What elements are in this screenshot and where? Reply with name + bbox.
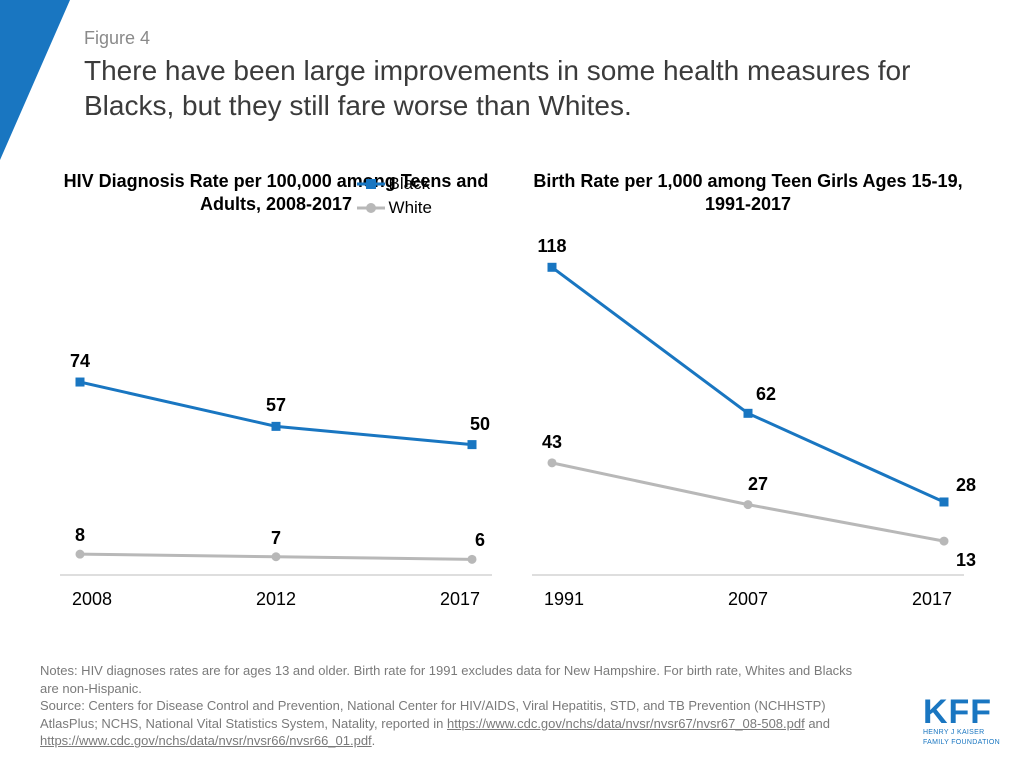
- xlabel: 2017: [440, 589, 480, 610]
- period: .: [372, 733, 376, 748]
- xlabel: 2008: [72, 589, 112, 610]
- corner-accent: [0, 0, 70, 160]
- figure-label: Figure 4: [84, 28, 984, 49]
- source-link-1[interactable]: https://www.cdc.gov/nchs/data/nvsr/nvsr6…: [447, 716, 805, 731]
- page-title: There have been large improvements in so…: [84, 53, 984, 123]
- legend: Black White: [357, 172, 432, 220]
- chart-birthrate-title: Birth Rate per 1,000 among Teen Girls Ag…: [532, 170, 964, 218]
- chart-birthrate-plot: 4327131186228: [532, 226, 964, 581]
- source-link-2[interactable]: https://www.cdc.gov/nchs/data/nvsr/nvsr6…: [40, 733, 372, 748]
- kff-logo-line2: FAMILY FOUNDATION: [923, 739, 1000, 746]
- xlabel: 1991: [544, 589, 584, 610]
- circle-marker-icon: [366, 203, 376, 213]
- kff-logo-acronym: KFF: [923, 698, 1000, 727]
- notes-text: Notes: HIV diagnoses rates are for ages …: [40, 663, 852, 696]
- legend-item-white: White: [357, 196, 432, 220]
- header: Figure 4 There have been large improveme…: [84, 28, 984, 123]
- xlabel: 2017: [912, 589, 952, 610]
- chart-birthrate-xlabels: 1991 2007 2017: [532, 589, 964, 610]
- and-text: and: [805, 716, 830, 731]
- xlabel: 2012: [256, 589, 296, 610]
- square-marker-icon: [366, 179, 376, 189]
- chart-hiv-xlabels: 2008 2012 2017: [60, 589, 492, 610]
- legend-white-label: White: [389, 196, 432, 220]
- footer-notes: Notes: HIV diagnoses rates are for ages …: [40, 662, 874, 750]
- kff-logo: KFF HENRY J KAISER FAMILY FOUNDATION: [923, 698, 1000, 746]
- charts-container: HIV Diagnosis Rate per 100,000 among Tee…: [60, 170, 964, 610]
- chart-birthrate: Birth Rate per 1,000 among Teen Girls Ag…: [532, 170, 964, 610]
- legend-item-black: Black: [357, 172, 432, 196]
- chart-hiv: HIV Diagnosis Rate per 100,000 among Tee…: [60, 170, 492, 610]
- xlabel: 2007: [728, 589, 768, 610]
- chart-hiv-plot: 876745750: [60, 226, 492, 581]
- legend-black-label: Black: [389, 172, 431, 196]
